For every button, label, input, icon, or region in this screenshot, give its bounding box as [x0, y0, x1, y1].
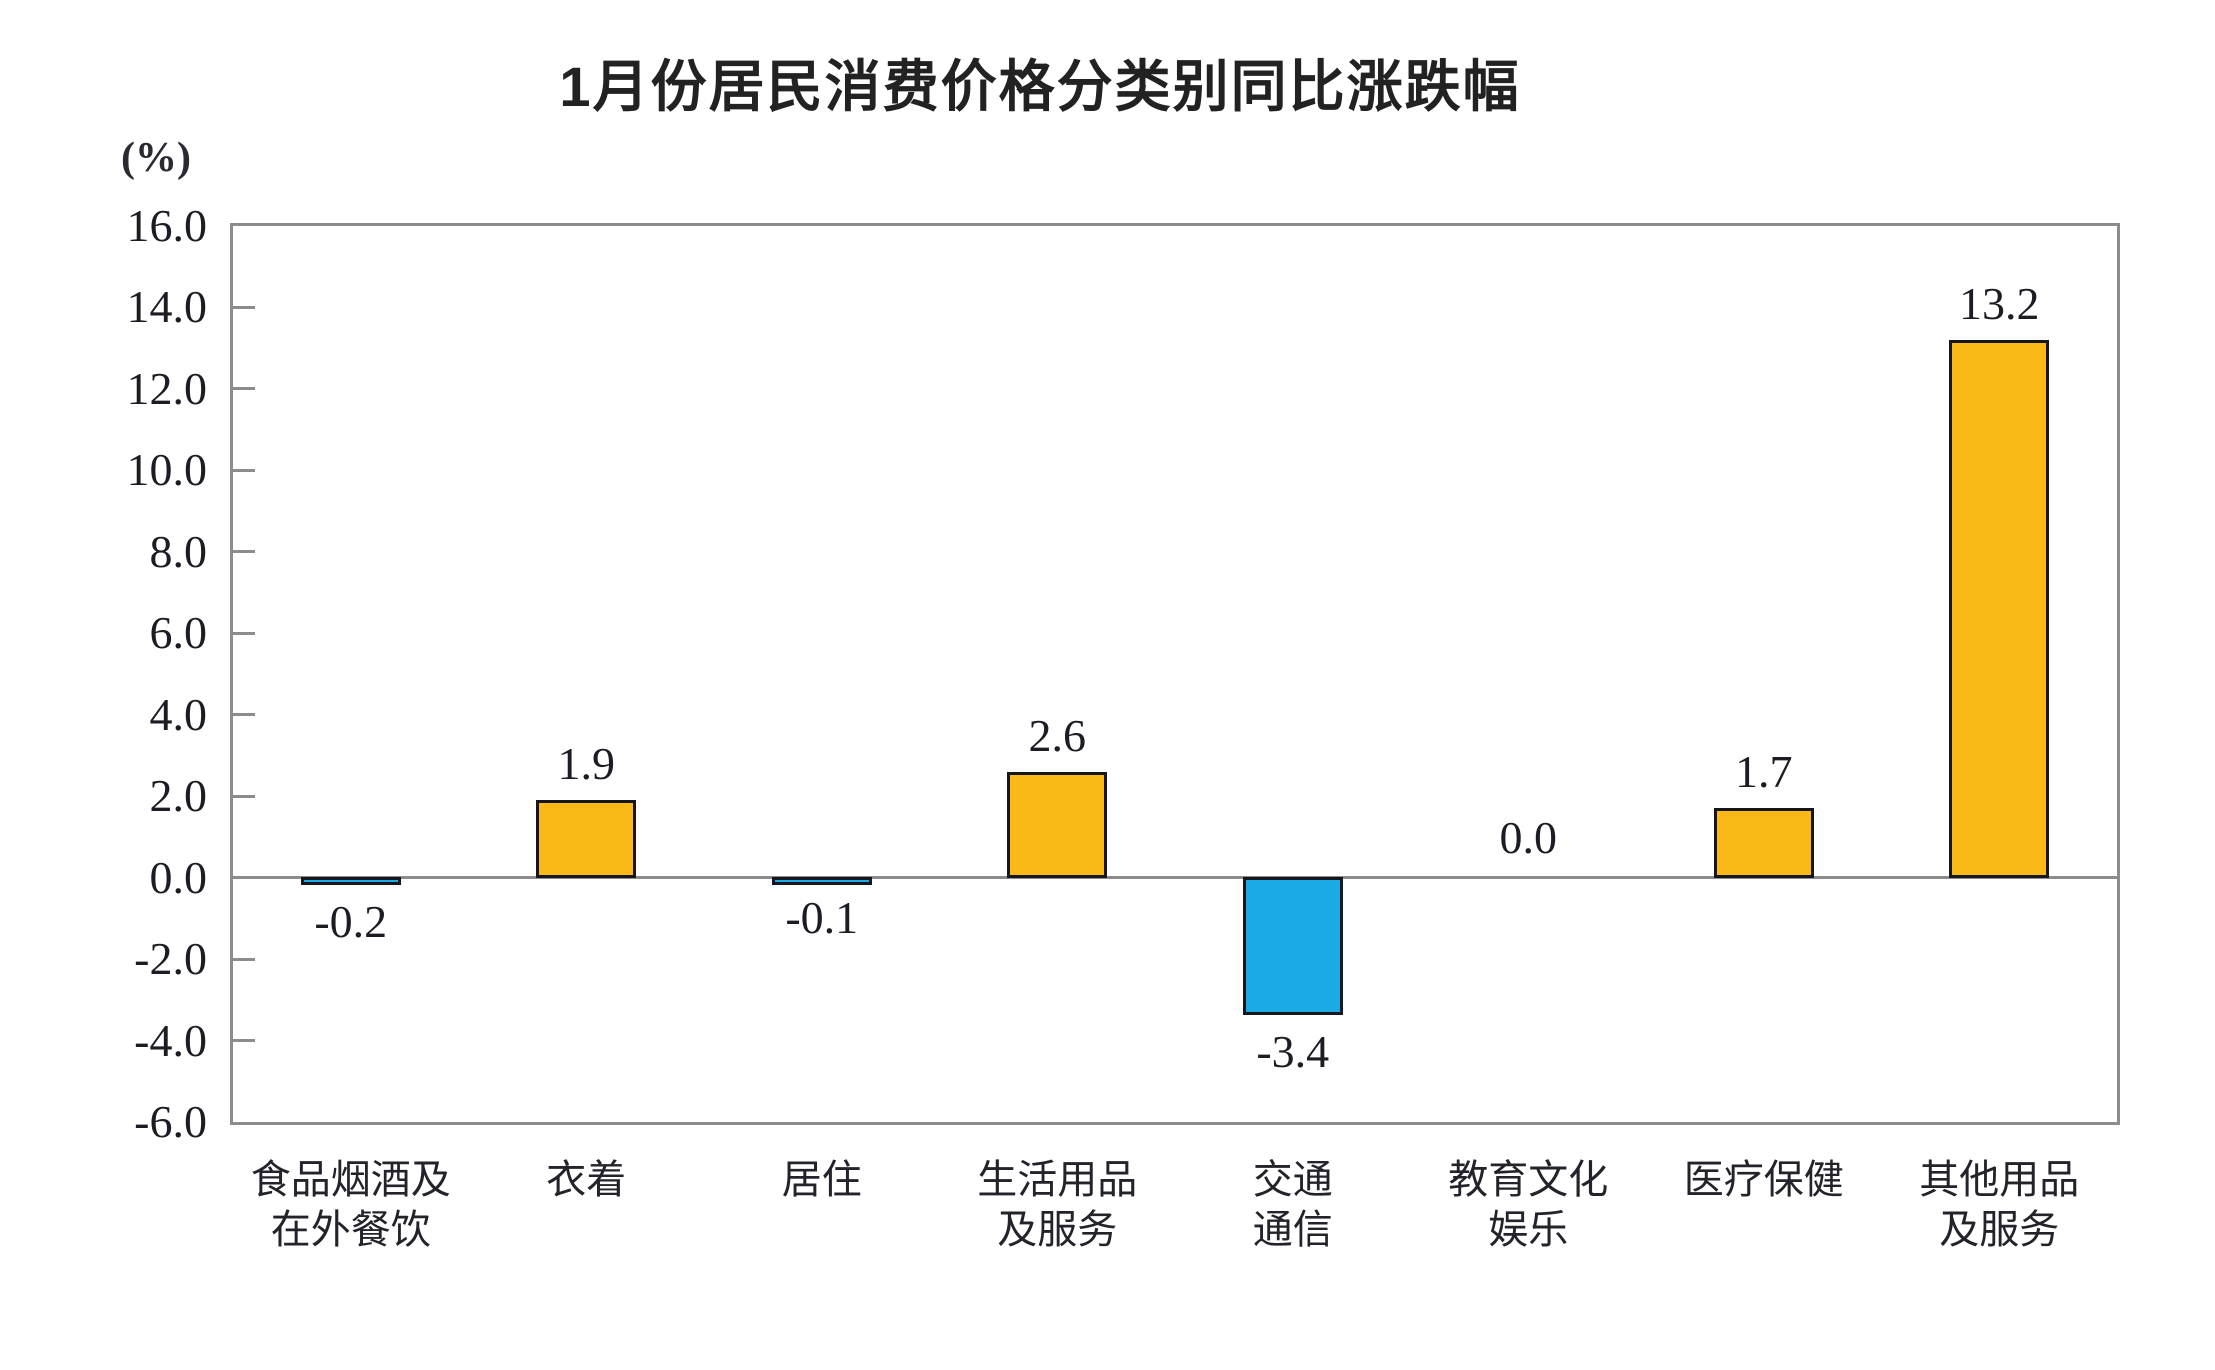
y-tick-label: 8.0 [149, 525, 208, 577]
y-tick-label: -6.0 [134, 1096, 207, 1147]
bar-value-label: 2.6 [1028, 709, 1087, 761]
zero-axis-line [233, 876, 2117, 880]
category-label-line: 交通 [1252, 1158, 1333, 1202]
category-label-line: 生活用品 [977, 1158, 1138, 1202]
y-tick-mark [233, 387, 255, 391]
y-tick-label: 6.0 [149, 607, 208, 659]
bar-value-label: 1.7 [1735, 746, 1793, 798]
category-label-line: 及服务 [997, 1208, 1118, 1252]
category-label-line: 教育文化 [1448, 1158, 1609, 1202]
bar-其他用品及服务 [1949, 340, 2050, 878]
y-tick-label: 14.0 [126, 281, 208, 333]
bar-value-label: 0.0 [1499, 811, 1558, 863]
y-tick-label: 10.0 [126, 444, 208, 496]
y-tick-mark [233, 550, 255, 554]
category-label-医疗保健: 医疗保健 [1624, 1155, 1904, 1205]
category-label-line: 衣着 [546, 1158, 627, 1202]
y-tick-label: -4.0 [134, 1014, 207, 1066]
bar-衣着 [536, 800, 637, 878]
category-label-交通通信: 交通 通信 [1153, 1155, 1433, 1255]
bar-value-label: -0.1 [785, 891, 859, 943]
y-tick-mark [233, 957, 255, 961]
category-label-衣着: 衣着 [446, 1155, 726, 1205]
bar-交通通信 [1242, 876, 1343, 1016]
bar-居住 [771, 876, 872, 885]
bar-食品烟酒及在外餐饮 [300, 876, 401, 885]
y-tick-label: 4.0 [149, 688, 208, 740]
category-label-食品烟酒及在外餐饮: 食品烟酒及 在外餐饮 [211, 1155, 491, 1255]
bar-医疗保健 [1713, 808, 1814, 878]
y-tick-label: 0.0 [149, 851, 208, 903]
bar-value-label: -0.2 [314, 895, 388, 947]
y-tick-mark [233, 468, 255, 472]
category-label-line: 在外餐饮 [270, 1208, 431, 1252]
category-label-line: 医疗保健 [1683, 1158, 1844, 1202]
y-tick-label: 16.0 [126, 200, 208, 251]
category-label-line: 其他用品 [1919, 1158, 2080, 1202]
category-label-其他用品及服务: 其他用品 及服务 [1859, 1155, 2139, 1255]
y-tick-label: 12.0 [126, 362, 208, 414]
y-tick-mark [233, 713, 255, 717]
category-label-line: 及服务 [1939, 1208, 2060, 1252]
category-label-居住: 居住 [682, 1155, 962, 1205]
plot-area [230, 223, 2120, 1125]
category-label-line: 通信 [1252, 1208, 1333, 1252]
bar-value-label: 1.9 [557, 738, 616, 790]
bar-value-label: -3.4 [1256, 1026, 1330, 1078]
y-tick-mark [233, 631, 255, 635]
category-label-line: 食品烟酒及 [250, 1158, 451, 1202]
bar-生活用品及服务 [1007, 771, 1108, 878]
chart-title: 1月份居民消费价格分类别同比涨跌幅 [559, 55, 1521, 118]
y-tick-mark [233, 794, 255, 798]
y-tick-label: -2.0 [134, 933, 207, 985]
category-label-line: 居住 [781, 1158, 862, 1202]
bar-value-label: 13.2 [1959, 278, 2040, 330]
category-label-生活用品及服务: 生活用品 及服务 [917, 1155, 1197, 1255]
y-tick-label: 2.0 [149, 770, 208, 822]
category-label-line: 娱乐 [1488, 1208, 1569, 1252]
category-label-教育文化娱乐: 教育文化 娱乐 [1388, 1155, 1668, 1255]
y-tick-mark [233, 305, 255, 309]
y-axis-unit-label: (%) [121, 135, 191, 181]
y-tick-mark [233, 1039, 255, 1043]
